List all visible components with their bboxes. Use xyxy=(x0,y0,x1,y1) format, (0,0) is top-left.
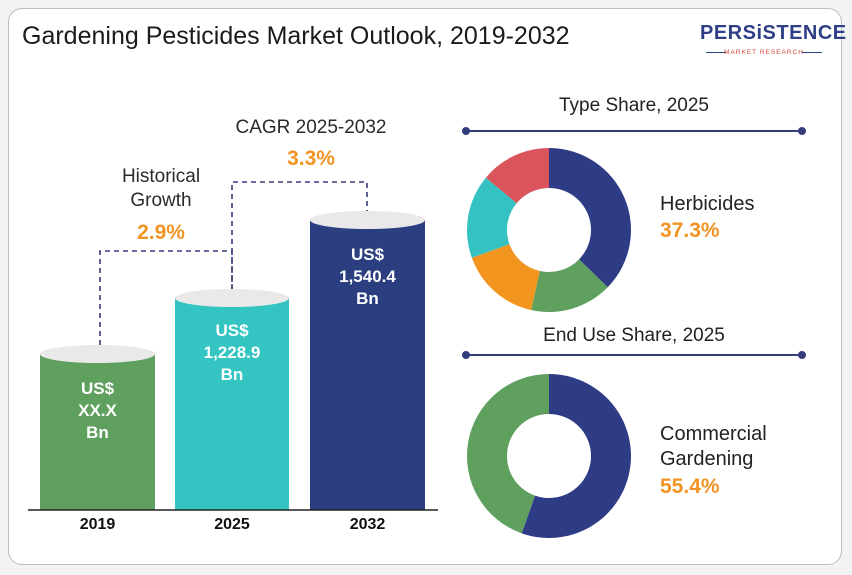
bar-2025-label: US$ 1,228.9 Bn xyxy=(175,320,289,386)
type-share-slice-3 xyxy=(466,177,517,258)
commercial-value: 55.4% xyxy=(660,475,720,498)
brand-logo: PERSiSTENCE MARKET RESEARCH xyxy=(700,22,847,64)
end-use-share-title: End Use Share, 2025 xyxy=(543,325,725,346)
bar-2032-label-unit: Bn xyxy=(356,289,379,308)
bar-2019-label-value: XX.X xyxy=(78,401,117,420)
logo-tagline: MARKET RESEARCH xyxy=(724,49,804,56)
type-share-divider-dot-left xyxy=(462,127,470,135)
herbicides-label: Herbicides xyxy=(660,193,755,215)
bar-2019 xyxy=(40,345,155,510)
type-share-slice-4 xyxy=(485,148,549,204)
end-use-divider-dot-left xyxy=(462,351,470,359)
end-use-share-slice-0 xyxy=(521,374,632,538)
bar-2019-label-unit: Bn xyxy=(86,423,109,442)
logo-name: PERSiSTENCE xyxy=(700,22,847,44)
end-use-share-donut xyxy=(467,374,632,538)
cagr-label: CAGR 2025-2032 xyxy=(235,117,387,138)
logo-rule-right xyxy=(802,52,822,53)
type-share-slice-2 xyxy=(471,244,540,311)
bar-2032 xyxy=(310,211,425,510)
bar-2032-top xyxy=(310,211,425,229)
bar-2019-body xyxy=(40,354,155,510)
commercial-label-line1: Commercial xyxy=(660,423,767,445)
end-use-share-slice-1 xyxy=(467,374,549,534)
chart-title: Gardening Pesticides Market Outlook, 201… xyxy=(22,22,570,50)
type-share-title: Type Share, 2025 xyxy=(559,95,709,116)
historical-label-line2: Growth xyxy=(130,190,192,211)
end-use-divider-dot-right xyxy=(798,351,806,359)
type-share-slice-0 xyxy=(549,148,631,288)
bar-2025-body xyxy=(175,298,289,510)
cagr-value: 3.3% xyxy=(287,147,335,170)
commercial-label-line2: Gardening xyxy=(660,448,754,470)
bar-2019-label-currency: US$ xyxy=(80,379,115,398)
x-tick-2025: 2025 xyxy=(214,516,250,533)
type-share-donut xyxy=(466,148,631,312)
bar-2032-label-currency: US$ xyxy=(350,245,385,264)
x-tick-2019: 2019 xyxy=(79,516,116,533)
type-share-slice-1 xyxy=(531,259,608,312)
bar-2032-body xyxy=(310,220,425,510)
historical-label-line1: Historical xyxy=(121,166,201,187)
herbicides-value: 37.3% xyxy=(660,219,720,242)
bar-2025-label-value: 1,228.9 xyxy=(203,343,261,362)
bar-2025-label-unit: Bn xyxy=(220,365,244,384)
x-tick-2032: 2032 xyxy=(349,516,386,533)
bar-2019-top xyxy=(40,345,155,363)
bar-2019-label: US$ XX.X Bn xyxy=(40,378,155,444)
bar-2032-label: US$ 1,540.4 Bn xyxy=(310,244,425,310)
bar-2032-label-value: 1,540.4 xyxy=(339,267,396,286)
bar-2025-label-currency: US$ xyxy=(215,321,249,340)
bar-2025 xyxy=(175,289,289,510)
type-share-divider-dot-right xyxy=(798,127,806,135)
bar-2025-top xyxy=(175,289,289,307)
historical-growth-value: 2.9% xyxy=(137,221,185,244)
logo-rule-left xyxy=(706,52,726,53)
cagr-connector xyxy=(231,181,368,289)
